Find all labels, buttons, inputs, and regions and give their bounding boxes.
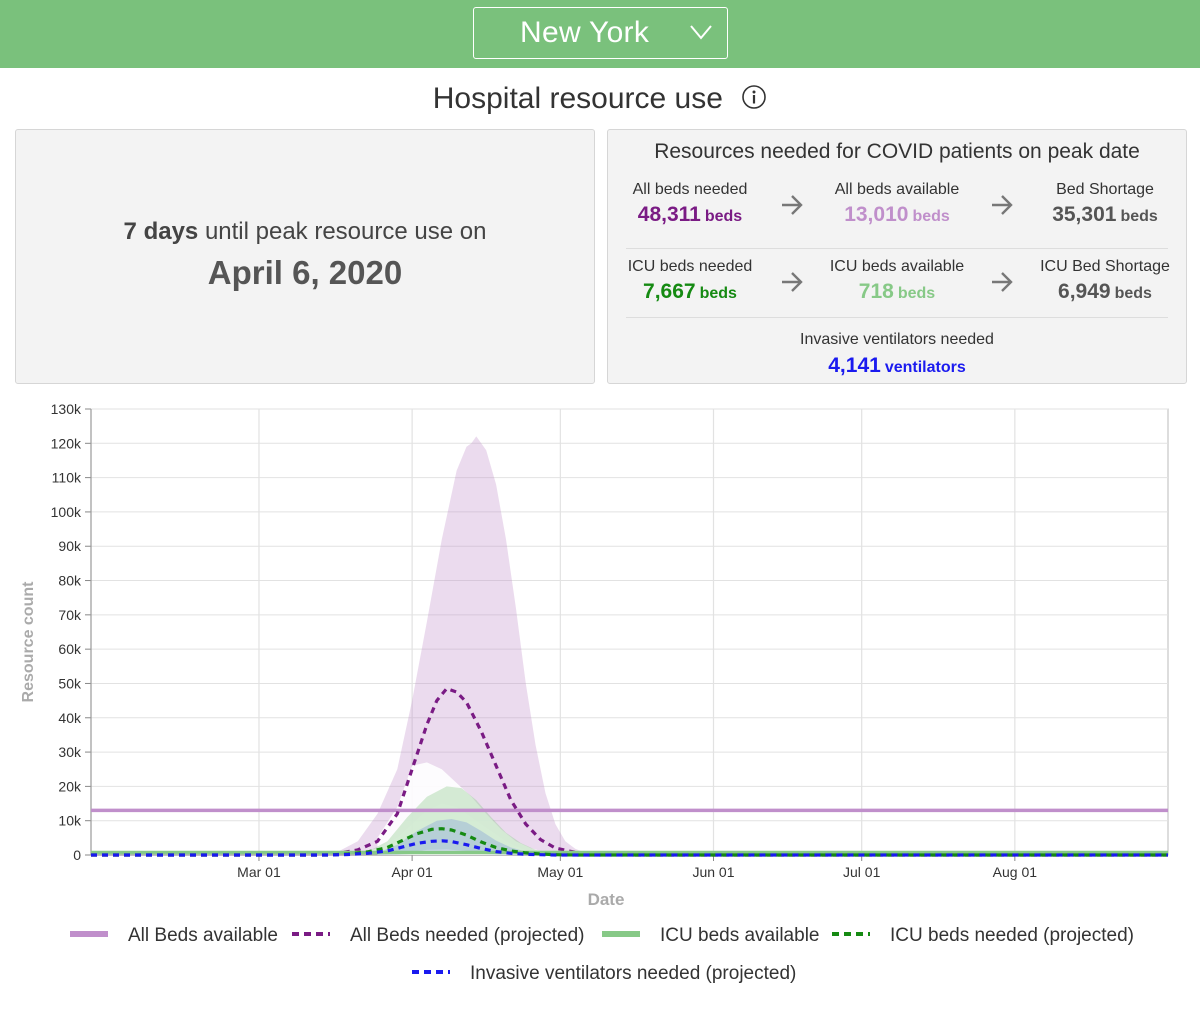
- icu-bed-shortage-unit: beds: [1114, 285, 1152, 302]
- bed-shortage-label: Bed Shortage: [1056, 181, 1154, 198]
- all-beds-available-label: All beds available: [834, 181, 960, 198]
- y-axis-title: Resource count: [20, 581, 37, 703]
- icu-beds-available-number: 718: [858, 280, 894, 303]
- legend-label: ICU beds available: [660, 925, 819, 946]
- row-divider: [626, 317, 1168, 318]
- band-icu-beds-needed-uncertainty: [367, 786, 576, 855]
- y-tick-label: 120k: [51, 435, 82, 451]
- band-all-beds-needed-uncertainty: [338, 436, 605, 855]
- bed-shortage: Bed Shortage 35,301 beds: [1025, 178, 1185, 230]
- all-beds-available: All beds available 13,010 beds: [817, 178, 977, 230]
- icu-beds-available-unit: beds: [897, 285, 936, 302]
- x-tick-label: Jun 01: [692, 864, 734, 880]
- ventilators-needed-number: 4,141: [828, 354, 881, 377]
- section-title: Hospital resource use: [0, 82, 1200, 116]
- ventilators-needed: Invasive ventilators needed 4,141 ventila…: [608, 328, 1186, 382]
- plot-area: [90, 408, 1169, 856]
- legend-item[interactable]: ICU beds needed (projected): [832, 925, 1134, 946]
- peak-days: 7 days: [123, 218, 199, 245]
- y-tick-label: 110k: [52, 470, 82, 486]
- ventilators-needed-value: 4,141 ventilators: [608, 352, 1186, 382]
- icu-beds-available-value: 718 beds: [817, 279, 977, 307]
- section-title-text: Hospital resource use: [432, 82, 723, 115]
- legend-item[interactable]: All Beds available: [70, 925, 278, 946]
- all-beds-needed-unit: beds: [704, 208, 743, 225]
- info-icon[interactable]: [741, 84, 767, 110]
- x-tick-label: Mar 01: [237, 864, 281, 880]
- y-tick-label: 0: [73, 847, 81, 863]
- all-beds-needed: All beds needed 48,311 beds: [610, 178, 770, 230]
- state-select[interactable]: New York: [473, 7, 728, 59]
- all-beds-needed-number: 48,311: [637, 203, 701, 226]
- y-tick-label: 40k: [58, 710, 82, 726]
- bed-shortage-number: 35,301: [1052, 203, 1117, 226]
- state-select-label: New York: [520, 16, 650, 49]
- icu-bed-shortage-value: 6,949 beds: [1025, 279, 1185, 307]
- peak-countdown: 7 days until peak resource use on: [16, 218, 594, 246]
- icu-beds-needed-label: ICU beds needed: [627, 258, 753, 275]
- all-beds-needed-value: 48,311 beds: [610, 202, 770, 230]
- icu-beds-needed-number: 7,667: [643, 280, 696, 303]
- all-beds-row: All beds needed 48,311 beds All beds avai…: [626, 172, 1168, 242]
- y-tick-label: 10k: [58, 813, 82, 829]
- arrow-right-icon: [992, 272, 1013, 292]
- resource-chart: 0 10k 20k 30k 40k 50k 60k 70k 80k 90k 100k 110k 120k…: [20, 401, 1169, 984]
- y-tick-label: 20k: [58, 778, 82, 794]
- icu-beds-needed: ICU beds needed 7,667 beds: [610, 255, 770, 307]
- legend-item[interactable]: All Beds needed (projected): [292, 925, 584, 946]
- all-beds-available-unit: beds: [912, 208, 950, 225]
- resources-panel: Resources needed for COVID patients on p…: [607, 129, 1187, 384]
- all-beds-needed-label: All beds needed: [632, 181, 748, 198]
- y-tick-label: 100k: [51, 504, 82, 520]
- chevron-down-icon: [690, 25, 712, 40]
- icu-beds-available-label: ICU beds available: [829, 258, 965, 275]
- icu-beds-available: ICU beds available 718 beds: [817, 255, 977, 307]
- ventilators-needed-label: Invasive ventilators needed: [800, 331, 994, 348]
- y-tick-label: 90k: [58, 538, 82, 554]
- bed-shortage-unit: beds: [1120, 208, 1158, 225]
- legend-item[interactable]: ICU beds available: [602, 925, 819, 946]
- x-tick-label: Aug 01: [993, 864, 1038, 880]
- x-axis-title: Date: [588, 890, 625, 909]
- icu-beds-needed-value: 7,667 beds: [610, 279, 770, 307]
- y-tick-label: 130k: [51, 401, 82, 417]
- icu-bed-shortage: ICU Bed Shortage 6,949 beds: [1025, 255, 1185, 307]
- x-tick-label: Jul 01: [843, 864, 881, 880]
- peak-days-suffix: until peak resource use on: [204, 218, 487, 245]
- legend-label: ICU beds needed (projected): [890, 925, 1134, 946]
- y-tick-label: 80k: [58, 573, 82, 589]
- peak-panel: 7 days until peak resource use on April …: [15, 129, 595, 384]
- top-bar: New York: [0, 0, 1200, 68]
- y-tick-label: 60k: [58, 641, 82, 657]
- x-tick-label: Apr 01: [391, 864, 432, 880]
- bed-shortage-value: 35,301 beds: [1025, 202, 1185, 230]
- y-tick-label: 70k: [58, 607, 82, 623]
- icu-bed-shortage-label: ICU Bed Shortage: [1040, 258, 1170, 275]
- arrow-right-icon: [992, 195, 1013, 215]
- arrow-right-icon: [782, 195, 803, 215]
- series-line-invasive-ventilators-needed-projected-: [91, 839, 1168, 857]
- x-tick-label: May 01: [537, 864, 583, 880]
- all-beds-available-number: 13,010: [844, 203, 909, 226]
- icu-beds-row: ICU beds needed 7,667 beds ICU beds avail…: [626, 248, 1170, 319]
- icu-beds-needed-unit: beds: [699, 285, 737, 302]
- icu-bed-shortage-number: 6,949: [1058, 280, 1111, 303]
- resources-title: Resources needed for COVID patients on p…: [654, 140, 1140, 163]
- legend-label: Invasive ventilators needed (projected): [470, 963, 796, 984]
- legend-label: All Beds needed (projected): [350, 925, 584, 946]
- peak-date: April 6, 2020: [207, 254, 403, 291]
- ventilators-needed-unit: ventilators: [884, 359, 966, 376]
- y-tick-label: 30k: [58, 744, 82, 760]
- all-beds-available-value: 13,010 beds: [817, 202, 977, 230]
- y-tick-label: 50k: [58, 675, 82, 691]
- legend-item[interactable]: Invasive ventilators needed (projected): [412, 963, 796, 984]
- arrow-right-icon: [782, 272, 803, 292]
- legend-label: All Beds available: [128, 925, 278, 946]
